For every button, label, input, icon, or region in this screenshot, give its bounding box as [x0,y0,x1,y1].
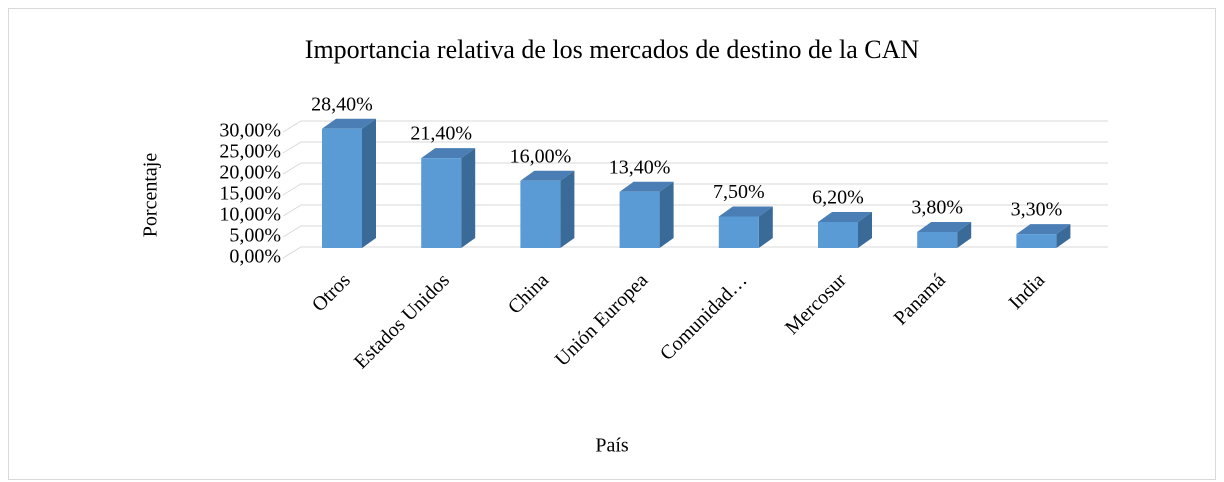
x-axis-label: País [595,435,629,457]
bar-side [659,181,674,248]
value-label: 3,80% [911,197,963,219]
grid-line [282,162,1108,175]
y-tick-label: 25,00% [219,141,281,163]
bar-front [421,158,462,248]
bar-top [619,181,674,192]
value-label: 6,20% [812,187,864,209]
bar [322,118,376,248]
grid-line [282,120,1108,133]
bar-front [1016,234,1057,248]
bar-side [560,170,575,248]
bar-side [957,222,972,248]
bar-front [718,216,759,248]
y-tick-label: 30,00% [219,120,281,142]
chart-border [8,8,1216,480]
bar-side [1056,224,1071,248]
chart-title: Importancia relativa de los mercados de … [305,35,920,64]
bar-top [718,206,773,217]
bar [818,211,872,248]
value-label: 28,40% [311,93,373,115]
bar-side [461,148,476,248]
bar-front [520,180,561,248]
y-tick-label: 10,00% [219,204,281,226]
value-label: 16,00% [510,145,572,167]
bar [1016,224,1071,248]
bar-front [917,232,958,248]
bar [917,222,972,248]
grid-line [282,204,1108,217]
bar [421,148,476,248]
value-label: 21,40% [410,123,472,145]
bar [718,206,773,248]
bar-top [520,170,575,181]
bar [619,181,674,248]
y-tick-label: 0,00% [229,246,281,268]
y-tick-label: 15,00% [219,183,281,205]
bar-top [1016,224,1071,235]
y-tick-label: 20,00% [219,162,281,184]
bar-side [758,206,773,248]
bar-top [818,211,872,222]
y-axis-label: Porcentaje [140,153,162,238]
grid-line [282,141,1108,154]
bar-front [322,128,362,248]
bar-top [322,118,376,129]
bar-top [421,148,476,159]
bar [520,170,575,248]
y-tick-label: 5,00% [229,225,281,247]
bar-side [362,118,376,248]
bar-top [917,222,972,233]
grid-line [282,183,1108,196]
bar-front [619,191,660,248]
bar-side [858,211,872,248]
value-label: 13,40% [609,156,671,178]
value-label: 7,50% [713,181,765,203]
bar-front [818,221,858,248]
value-label: 3,30% [1011,199,1063,221]
